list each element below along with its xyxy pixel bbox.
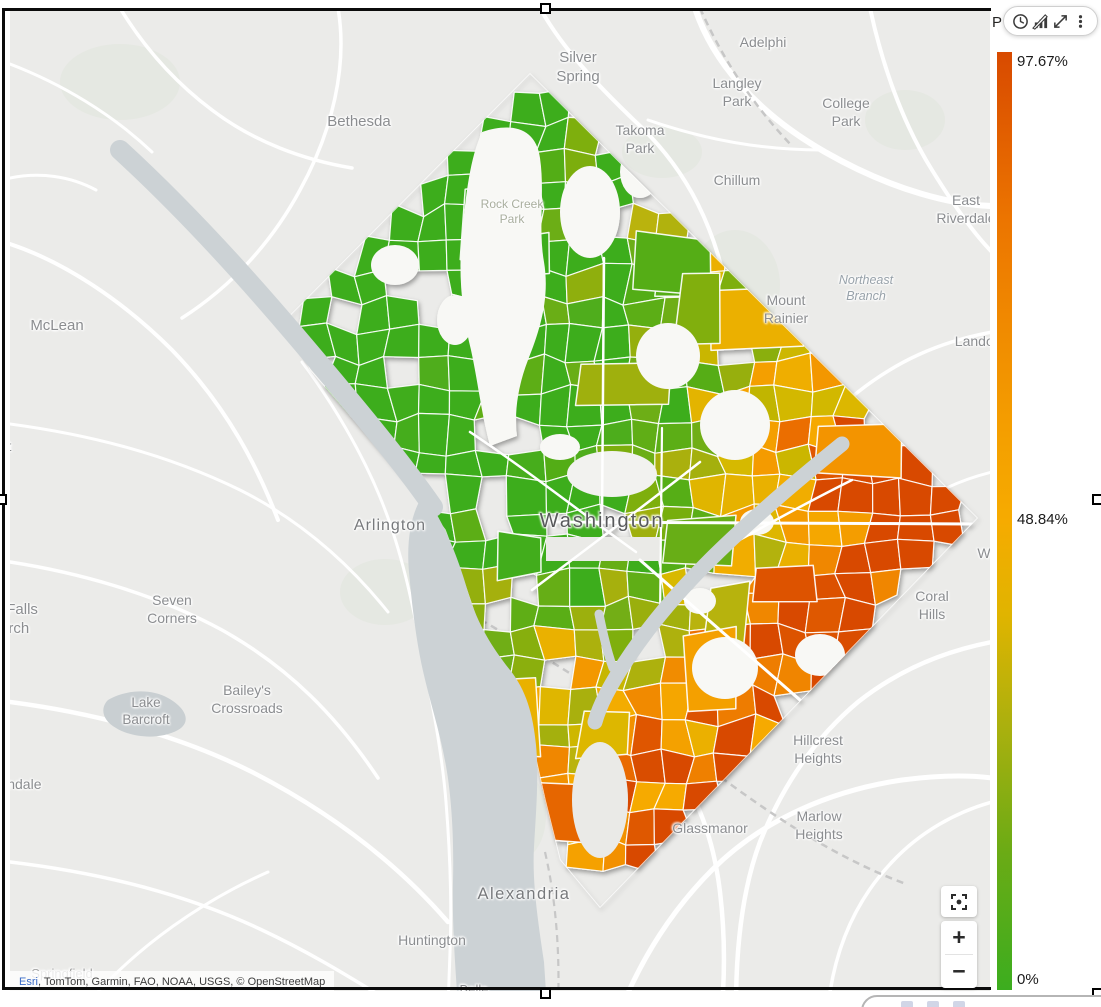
zoom-in-button[interactable]: + [941, 921, 977, 954]
focus-mode-icon[interactable] [1052, 12, 1070, 30]
ghost-icon [901, 1001, 913, 1007]
attribution-text: , TomTom, Garmin, FAO, NOAA, USGS, © Ope… [37, 975, 326, 988]
visual-title: P [992, 14, 1003, 31]
zoom-in-label: + [952, 924, 966, 950]
legend-gradient-bar [997, 52, 1012, 990]
zoom-divider [945, 954, 973, 955]
zoom-out-button[interactable]: − [941, 955, 977, 988]
map-label-east-riverdale: East Riverdale [936, 192, 990, 226]
map-label-arlington: Arlington [353, 517, 427, 534]
focus-extent-icon [951, 893, 967, 910]
map-label-belle: Belle [459, 982, 489, 991]
map-label-hillcrest-heights: Hillcrest Heights [793, 732, 843, 766]
esri-link[interactable]: Esri [19, 975, 38, 988]
legend-max-label: 97.67% [1017, 53, 1068, 70]
map-label-east-falls-church: East Falls Church [10, 601, 38, 638]
ghost-icon [927, 1001, 939, 1007]
map-label-northeast-branch: Northeast Branch [838, 273, 894, 303]
resize-handle-left[interactable] [0, 494, 7, 505]
focus-extent-button[interactable] [941, 886, 977, 917]
legend-min-label: 0% [1017, 971, 1039, 988]
map-label-seven-corners: Seven Corners [147, 592, 197, 626]
water-layer [110, 140, 850, 991]
map-label-annandale: Annandale [10, 776, 42, 792]
map-labels-layer: Silver Spring Adelphi Langley Park College … [10, 10, 990, 991]
zoom-out-label: − [952, 958, 966, 984]
ghost-icon [953, 1001, 965, 1007]
zoom-control: + − [941, 921, 977, 988]
legend-mid-label: 48.84% [1017, 511, 1068, 528]
clock-icon[interactable] [1011, 12, 1029, 30]
more-options-icon[interactable] [1072, 12, 1090, 30]
map-label-rock-creek-park: Rock Creek Park [480, 197, 544, 227]
resize-handle-right[interactable] [1092, 494, 1101, 505]
map-label-pimmit-hills: Pimmit Hills [10, 438, 11, 474]
map-label-baileys-crossroads: Bailey's Crossroads [211, 682, 283, 716]
map-label-marlow-heights: Marlow Heights [795, 808, 843, 842]
map-label-mclean: McLean [30, 317, 84, 334]
map-label-coral-hills: Coral Hills [915, 588, 949, 622]
edit-chart-icon[interactable] [1031, 12, 1049, 30]
resize-handle-top[interactable] [540, 3, 551, 14]
visual-header-toolbar [1003, 6, 1098, 36]
map-label-lake-barcroft: Lake Barcroft [122, 695, 170, 728]
legend-panel: P 97.67% 48.84% 0% [991, 0, 1101, 992]
collapsed-bottom-toolbar[interactable] [861, 995, 1101, 1007]
map-label-adelphi: Adelphi [739, 34, 787, 50]
resize-handle-bottom[interactable] [540, 988, 551, 999]
map-label-huntington: Huntington [398, 932, 466, 948]
map-label-takoma-park: Takoma Park [615, 122, 665, 156]
map-label-silver-spring: Silver Spring [556, 49, 600, 86]
map-label-landover: Landover [954, 333, 990, 349]
map-label-chillum: Chillum [713, 172, 761, 188]
map-label-glassmanor: Glassmanor [672, 820, 748, 836]
map-label-washington: Washington [539, 510, 665, 532]
map-label-bethesda: Bethesda [327, 113, 391, 130]
map-label-mount-rainier: Mount Rainier [763, 292, 809, 326]
map-label-walker-mill: W [977, 545, 990, 561]
map-label-college-park: College Park [822, 95, 870, 129]
map-label-langley-park: Langley Park [712, 75, 762, 109]
map-label-alexandria: Alexandria [477, 885, 571, 903]
map-attribution: Esri, TomTom, Garmin, FAO, NOAA, USGS, ©… [10, 971, 335, 992]
